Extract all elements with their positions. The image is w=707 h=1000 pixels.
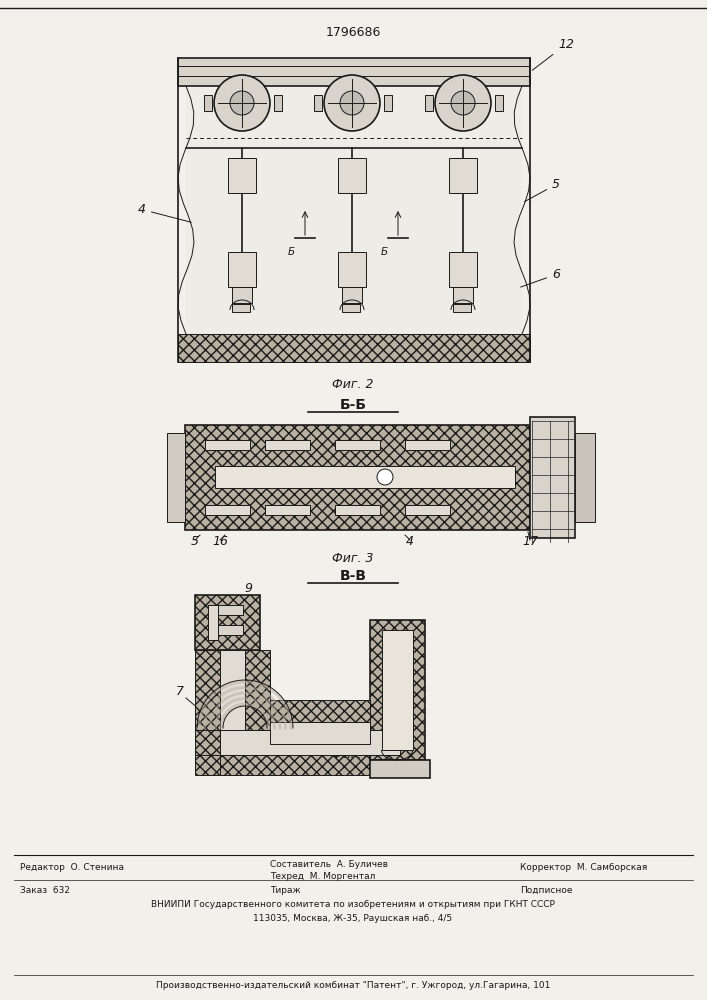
Bar (205, 440, 250, 450)
Text: Б: Б (288, 247, 295, 257)
Bar (314, 95, 322, 111)
Bar (449, 252, 477, 287)
Text: Фиг. 4: Фиг. 4 (332, 748, 374, 762)
Bar (245, 650, 270, 730)
Text: Подписное: Подписное (520, 886, 573, 895)
Text: 113035, Москва, Ж-35, Раушская наб., 4/5: 113035, Москва, Ж-35, Раушская наб., 4/5 (253, 914, 452, 923)
Bar (575, 433, 595, 522)
Bar (530, 417, 575, 538)
Bar (405, 505, 450, 515)
Bar (218, 625, 243, 635)
Bar (208, 605, 218, 640)
Circle shape (324, 75, 380, 131)
Bar (382, 630, 413, 750)
Bar (265, 440, 310, 450)
Text: 5: 5 (525, 178, 560, 202)
Bar (186, 88, 522, 337)
Bar (449, 158, 477, 193)
Bar (232, 287, 252, 303)
Bar (338, 252, 366, 287)
Bar (232, 304, 250, 312)
Text: Корректор  М. Самборская: Корректор М. Самборская (520, 863, 647, 872)
Bar (370, 620, 425, 760)
Text: 4: 4 (406, 535, 414, 548)
Text: Б-Б: Б-Б (339, 398, 366, 412)
Circle shape (230, 91, 254, 115)
Text: Фиг. 2: Фиг. 2 (332, 378, 374, 391)
Text: 6: 6 (520, 268, 560, 287)
Text: Составитель  А. Буличев: Составитель А. Буличев (270, 860, 388, 869)
Text: 17: 17 (522, 535, 538, 548)
Bar (270, 722, 370, 744)
Circle shape (214, 75, 270, 131)
Bar (342, 287, 362, 303)
Text: 4: 4 (138, 203, 192, 222)
Text: ВНИИПИ Государственного комитета по изобретениям и открытиям при ГКНТ СССР: ВНИИПИ Государственного комитета по изоб… (151, 900, 555, 909)
Bar (220, 650, 245, 730)
Bar (228, 252, 256, 287)
Circle shape (435, 75, 491, 131)
Circle shape (340, 91, 364, 115)
Bar (195, 755, 220, 775)
Bar (205, 505, 250, 515)
Bar (265, 505, 310, 515)
Bar (220, 730, 400, 755)
Text: 7: 7 (176, 685, 184, 698)
Text: Техред  М. Моргентал: Техред М. Моргентал (270, 872, 375, 881)
Bar (167, 433, 185, 522)
Bar (335, 505, 380, 515)
Text: 16: 16 (212, 535, 228, 548)
Text: Б: Б (380, 247, 387, 257)
Bar (185, 425, 530, 530)
Text: Производственно-издательский комбинат "Патент", г. Ужгород, ул.Гагарина, 101: Производственно-издательский комбинат "П… (156, 981, 550, 990)
Text: Тираж: Тираж (270, 886, 300, 895)
Bar (370, 760, 430, 778)
Bar (425, 95, 433, 111)
Text: 9: 9 (244, 582, 252, 595)
Circle shape (377, 469, 393, 485)
Bar (338, 158, 366, 193)
Text: Редактор  О. Стенина: Редактор О. Стенина (20, 863, 124, 872)
Bar (270, 700, 370, 722)
Bar (195, 595, 260, 650)
Bar (204, 95, 212, 111)
Bar (218, 605, 243, 615)
Bar (384, 95, 392, 111)
Text: Фиг. 3: Фиг. 3 (332, 552, 374, 564)
Bar (342, 304, 360, 312)
Bar (495, 95, 503, 111)
Text: 12: 12 (532, 38, 574, 70)
Bar (220, 755, 400, 775)
Circle shape (451, 91, 475, 115)
Text: 5: 5 (191, 535, 199, 548)
Bar (215, 466, 515, 488)
Bar (178, 334, 530, 362)
Bar (405, 440, 450, 450)
Text: Заказ  632: Заказ 632 (20, 886, 70, 895)
Bar (178, 58, 530, 86)
Bar (335, 440, 380, 450)
Text: 1796686: 1796686 (325, 25, 380, 38)
Bar (453, 304, 471, 312)
Bar (195, 730, 220, 755)
Bar (453, 287, 473, 303)
Bar (195, 650, 220, 730)
Text: В-В: В-В (339, 569, 366, 583)
Bar (274, 95, 282, 111)
Bar (228, 158, 256, 193)
